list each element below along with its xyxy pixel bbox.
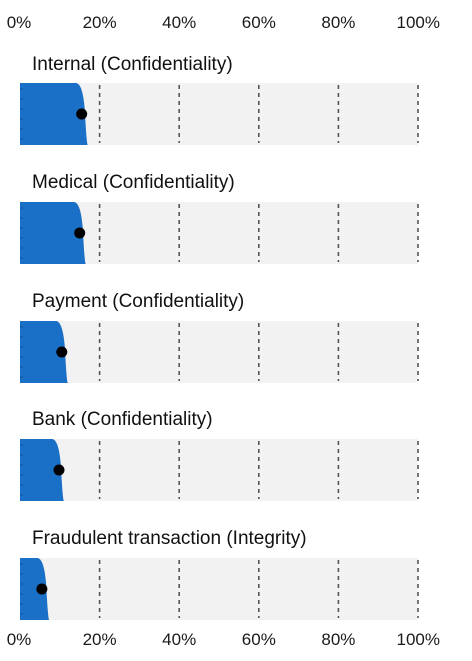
- track-background: [20, 439, 418, 501]
- row-label: Medical (Confidentiality): [32, 172, 235, 193]
- x-tick-label-top: 40%: [162, 13, 196, 32]
- row-label: Payment (Confidentiality): [32, 291, 244, 312]
- row-label: Fraudulent transaction (Integrity): [32, 528, 307, 549]
- estimate-band: [20, 83, 88, 145]
- track-background: [20, 558, 418, 620]
- x-tick-label-bottom: 0%: [7, 630, 32, 649]
- chart-row: Bank (Confidentiality): [20, 409, 419, 501]
- row-label: Internal (Confidentiality): [32, 54, 233, 75]
- chart-row: Payment (Confidentiality): [20, 291, 419, 383]
- estimate-band: [20, 202, 86, 264]
- x-tick-label-bottom: 60%: [242, 630, 276, 649]
- x-axis-bottom: 0% 20% 40% 60% 80% 100%: [7, 630, 440, 649]
- point-estimate: [76, 108, 88, 120]
- x-tick-label-bottom: 100%: [397, 630, 440, 649]
- estimate-band: [20, 439, 64, 501]
- x-tick-label-top: 100%: [397, 13, 440, 32]
- point-estimate: [56, 346, 68, 358]
- estimate-band: [20, 558, 50, 620]
- x-axis-top: 0% 20% 40% 60% 80% 100%: [7, 13, 440, 32]
- x-tick-label-top: 20%: [83, 13, 117, 32]
- x-tick-label-top: 80%: [321, 13, 355, 32]
- chart-row: Internal (Confidentiality): [20, 54, 419, 145]
- point-estimate: [53, 464, 65, 476]
- x-tick-label-bottom: 80%: [321, 630, 355, 649]
- x-tick-label-bottom: 40%: [162, 630, 196, 649]
- point-estimate: [74, 227, 86, 239]
- x-tick-label-top: 60%: [242, 13, 276, 32]
- estimate-band: [20, 321, 68, 383]
- chart-row: Fraudulent transaction (Integrity): [20, 528, 419, 620]
- x-tick-label-top: 0%: [7, 13, 32, 32]
- chart-row: Medical (Confidentiality): [20, 172, 419, 264]
- chart-rows: Internal (Confidentiality) Medical (Confi…: [20, 54, 419, 620]
- track-background: [20, 202, 418, 264]
- track-background: [20, 321, 418, 383]
- point-estimate: [36, 583, 48, 595]
- x-tick-label-bottom: 20%: [83, 630, 117, 649]
- row-label: Bank (Confidentiality): [32, 409, 213, 430]
